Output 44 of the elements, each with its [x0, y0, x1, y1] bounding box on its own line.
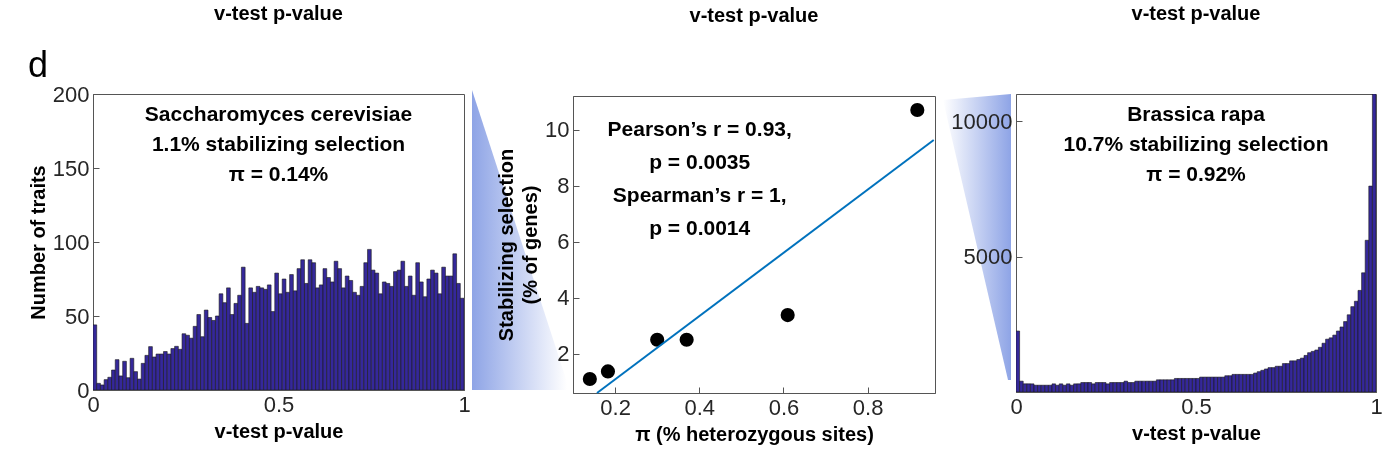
x-axis-title: v-test p-value — [214, 419, 344, 442]
annotation: 1.1% stabilizing selection — [151, 132, 406, 155]
point — [650, 332, 665, 347]
y-axis-title: Number of traits — [26, 165, 49, 320]
annotation: p = 0.0014 — [649, 216, 751, 239]
point — [679, 332, 694, 347]
y-tick-label: 200 — [52, 81, 90, 107]
point — [780, 308, 795, 323]
y-tick-label: 8 — [557, 173, 570, 199]
x-tick-label: 0.6 — [768, 394, 800, 420]
annotation: Spearman’s r = 1, — [612, 183, 787, 206]
y-tick-label: 150 — [52, 155, 90, 181]
x-tick-label: 0.8 — [852, 394, 884, 420]
y-tick-label: 6 — [557, 229, 570, 255]
x-tick-label: 0.4 — [684, 394, 716, 420]
annotation: Brassica rapa — [1127, 102, 1266, 125]
point — [910, 102, 925, 118]
y-tick-label: 4 — [557, 285, 570, 311]
point — [600, 364, 616, 379]
chart-subtitle: d — [27, 44, 49, 85]
x-tick-label: 1 — [1370, 393, 1383, 419]
annotation: Saccharomyces cerevisiae — [144, 102, 413, 125]
x-axis-title: v-test p-value — [1132, 421, 1261, 444]
annotation: π = 0.14% — [228, 162, 329, 185]
y-tick-label: 50 — [65, 303, 90, 329]
point — [582, 371, 597, 387]
annotation: π = 0.92% — [1146, 162, 1247, 185]
annotation: p = 0.0035 — [649, 150, 751, 173]
x-tick-label: 1 — [458, 391, 471, 417]
x-tick-label: 0.2 — [600, 394, 631, 420]
y-tick-label: 2 — [557, 341, 570, 367]
x-tick-label: 0.5 — [263, 391, 295, 417]
annotation: Pearson’s r = 0.93, — [607, 117, 792, 140]
x-tick-label: 0.5 — [1181, 393, 1212, 419]
chart-title: v-test p-value — [1131, 2, 1261, 24]
annotation: 10.7% stabilizing selection — [1063, 132, 1329, 155]
chart-title: v-test p-value — [214, 2, 343, 24]
y-tick-label: 100 — [52, 229, 90, 255]
y-axis-title: Stabilizing selection (% of genes) — [495, 148, 542, 342]
chart-title: v-test p-value — [689, 4, 819, 26]
y-tick-label: 10000 — [951, 108, 1013, 134]
y-tick-label: 5000 — [963, 244, 1013, 270]
y-tick-label: 10 — [545, 117, 570, 143]
x-axis-title: π (% heterozygous sites) — [635, 422, 874, 445]
